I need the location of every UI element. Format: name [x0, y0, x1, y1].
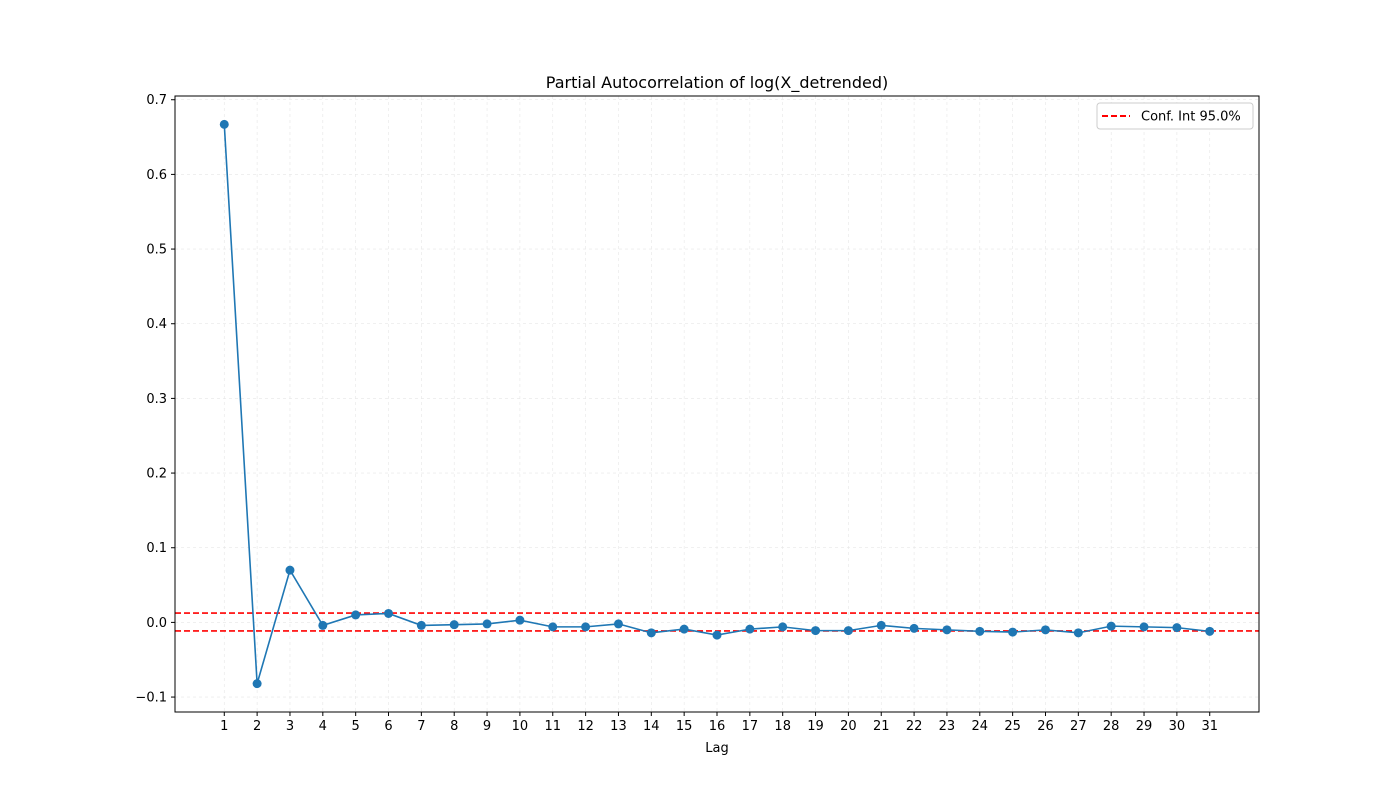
data-point-lag-28 [1106, 621, 1116, 631]
x-tick-label: 29 [1136, 719, 1153, 734]
x-tick-label: 7 [417, 719, 425, 734]
x-tick-label: 1 [220, 719, 228, 734]
data-point-lag-19 [811, 626, 821, 636]
data-point-lag-21 [876, 620, 886, 630]
chart-title: Partial Autocorrelation of log(X_detrend… [546, 73, 888, 93]
data-point-lag-8 [449, 620, 459, 630]
y-tick-label: 0.5 [146, 243, 167, 258]
x-tick-label: 3 [286, 719, 294, 734]
x-tick-label: 12 [577, 719, 594, 734]
data-point-lag-18 [778, 622, 788, 632]
grid-layer [175, 96, 1259, 712]
data-point-lag-12 [581, 622, 591, 632]
x-tick-label: 11 [544, 719, 561, 734]
x-tick-label: 8 [450, 719, 458, 734]
data-point-lag-13 [613, 619, 623, 629]
data-point-lag-16 [712, 630, 722, 640]
data-point-lag-7 [416, 620, 426, 630]
x-tick-label: 4 [319, 719, 327, 734]
x-tick-label: 21 [873, 719, 890, 734]
data-point-lag-29 [1139, 622, 1149, 632]
data-point-lag-17 [745, 624, 755, 634]
y-tick-label: 0.7 [146, 93, 167, 108]
x-tick-label: 25 [1004, 719, 1021, 734]
data-point-lag-30 [1172, 623, 1182, 633]
x-tick-label: 2 [253, 719, 261, 734]
data-point-lag-15 [679, 624, 689, 634]
y-axis: −0.1 0.0 0.1 0.2 0.3 0.4 0.5 0.6 0.7 [135, 93, 175, 706]
y-tick-label: 0.4 [146, 317, 167, 332]
legend: Conf. Int 95.0% [1096, 102, 1254, 130]
data-point-lag-25 [1008, 627, 1018, 637]
y-tick-label: −0.1 [135, 691, 167, 706]
y-tick-label: 0.2 [146, 467, 167, 482]
y-tick-label: 0.6 [146, 168, 167, 183]
x-tick-label: 17 [742, 719, 759, 734]
x-tick-label: 22 [906, 719, 923, 734]
x-tick-label: 6 [384, 719, 392, 734]
x-tick-label: 23 [939, 719, 956, 734]
x-tick-label: 18 [774, 719, 791, 734]
data-point-lag-6 [384, 608, 394, 618]
x-tick-label: 26 [1037, 719, 1054, 734]
legend-box [1096, 102, 1254, 130]
x-tick-label: 19 [807, 719, 824, 734]
data-point-lag-22 [909, 623, 919, 633]
y-tick-label: 0.0 [146, 616, 167, 631]
confidence-interval-layer [175, 612, 1259, 632]
data-point-lag-3 [285, 565, 295, 575]
data-point-lag-4 [318, 620, 328, 630]
data-point-lag-9 [482, 619, 492, 629]
data-point-lag-11 [548, 622, 558, 632]
data-point-lag-31 [1205, 626, 1215, 636]
x-tick-label: 13 [610, 719, 627, 734]
x-tick-label: 14 [643, 719, 660, 734]
x-tick-label: 10 [512, 719, 529, 734]
data-point-lag-14 [646, 628, 656, 638]
x-tick-label: 27 [1070, 719, 1087, 734]
data-point-lag-27 [1073, 628, 1083, 638]
x-tick-label: 20 [840, 719, 857, 734]
x-tick-label: 30 [1169, 719, 1186, 734]
data-point-lag-10 [515, 615, 525, 625]
y-tick-label: 0.1 [146, 541, 167, 556]
data-point-lag-1 [219, 119, 229, 129]
x-tick-label: 5 [352, 719, 360, 734]
legend-label-conf-int: Conf. Int 95.0% [1141, 110, 1241, 125]
x-tick-label: 15 [676, 719, 693, 734]
data-point-lag-2 [252, 679, 262, 689]
y-tick-label: 0.3 [146, 392, 167, 407]
data-point-lag-20 [843, 626, 853, 636]
data-point-lag-5 [351, 610, 361, 620]
x-tick-label: 31 [1201, 719, 1218, 734]
x-tick-label: 28 [1103, 719, 1120, 734]
data-point-lag-24 [975, 626, 985, 636]
data-point-lag-23 [942, 625, 952, 635]
x-axis: 1 2 3 4 5 6 7 8 9 10 11 12 13 14 15 16 17 18 19 20 21 22 23 24 2… [220, 712, 1218, 734]
series-layer [219, 119, 1215, 689]
x-tick-label: 9 [483, 719, 491, 734]
data-point-lag-26 [1040, 625, 1050, 635]
x-tick-label: 24 [972, 719, 989, 734]
x-tick-label: 16 [709, 719, 726, 734]
x-axis-label: Lag [705, 741, 728, 756]
